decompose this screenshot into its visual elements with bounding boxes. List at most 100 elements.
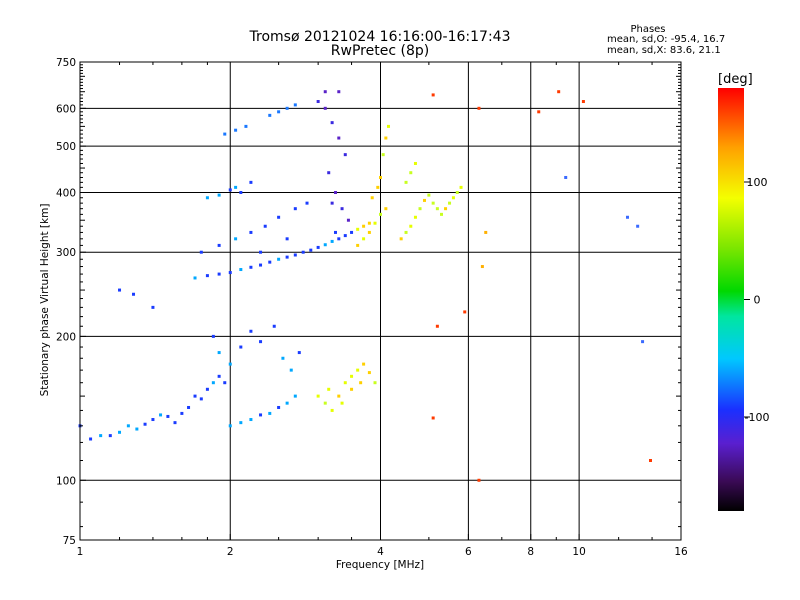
data-point-41 bbox=[228, 271, 232, 275]
data-point-51 bbox=[316, 245, 320, 249]
data-point-119 bbox=[448, 201, 452, 205]
data-point-103 bbox=[376, 185, 380, 189]
data-point-97 bbox=[362, 237, 366, 241]
data-point-98 bbox=[367, 230, 371, 234]
colorbar-ticks: 100 0 -100 bbox=[744, 176, 769, 424]
data-point-113 bbox=[422, 198, 426, 202]
x-tick-label-3: 6 bbox=[465, 546, 472, 558]
data-point-94 bbox=[330, 201, 334, 205]
y-tick-label-5: 500 bbox=[56, 141, 76, 153]
data-point-27 bbox=[293, 394, 297, 398]
data-point-124 bbox=[409, 171, 413, 175]
axis-layer: 1 2 4 6 8 10 16 75 100 200 300 400 500 600 750 bbox=[56, 57, 688, 558]
data-point-37 bbox=[297, 351, 301, 355]
data-point-141 bbox=[477, 106, 481, 110]
data-point-80 bbox=[277, 110, 281, 114]
data-point-135 bbox=[373, 381, 377, 385]
data-point-118 bbox=[444, 207, 448, 211]
data-point-14 bbox=[193, 394, 197, 398]
data-point-68 bbox=[259, 250, 263, 254]
x-tick-label-6: 16 bbox=[674, 546, 688, 558]
data-point-127 bbox=[323, 401, 327, 405]
y-tick-label-4: 400 bbox=[56, 187, 76, 199]
chart-title: Tromsø 20121024 16:16:00-16:17:43 bbox=[249, 29, 511, 45]
data-point-158 bbox=[118, 288, 122, 292]
data-point-75 bbox=[249, 180, 253, 184]
data-point-105 bbox=[381, 153, 385, 157]
data-point-52 bbox=[323, 243, 327, 247]
data-point-96 bbox=[356, 243, 360, 247]
data-point-34 bbox=[272, 324, 276, 328]
data-point-128 bbox=[330, 408, 334, 412]
data-point-64 bbox=[263, 224, 267, 228]
data-point-19 bbox=[223, 381, 227, 385]
data-point-26 bbox=[285, 401, 289, 405]
data-point-7 bbox=[143, 422, 147, 426]
data-point-13 bbox=[187, 405, 191, 409]
data-point-55 bbox=[343, 234, 347, 238]
data-point-109 bbox=[404, 230, 408, 234]
data-point-92 bbox=[323, 90, 327, 94]
data-point-104 bbox=[379, 175, 382, 179]
data-point-59 bbox=[367, 221, 371, 225]
data-point-10 bbox=[166, 414, 170, 418]
data-point-122 bbox=[459, 185, 463, 189]
data-point-22 bbox=[249, 418, 253, 422]
data-point-106 bbox=[384, 136, 388, 140]
data-point-71 bbox=[217, 193, 221, 197]
data-point-137 bbox=[340, 401, 344, 405]
data-point-8 bbox=[151, 418, 155, 422]
y-tick-label-6: 600 bbox=[56, 103, 76, 115]
data-point-45 bbox=[268, 260, 272, 264]
data-point-99 bbox=[373, 221, 377, 225]
data-point-115 bbox=[431, 201, 435, 205]
data-point-123 bbox=[404, 180, 408, 184]
grid-layer bbox=[80, 62, 681, 540]
data-point-24 bbox=[268, 411, 272, 415]
data-point-146 bbox=[625, 215, 629, 219]
data-point-86 bbox=[337, 136, 341, 140]
y-tick-label-0: 75 bbox=[63, 535, 76, 547]
data-point-74 bbox=[239, 190, 243, 194]
data-point-117 bbox=[440, 212, 444, 216]
data-point-28 bbox=[211, 334, 215, 338]
data-point-79 bbox=[268, 113, 272, 117]
data-point-126 bbox=[316, 394, 320, 398]
data-point-134 bbox=[367, 371, 371, 375]
data-point-140 bbox=[431, 93, 435, 97]
data-point-83 bbox=[316, 100, 320, 104]
data-point-145 bbox=[581, 100, 585, 104]
data-point-15 bbox=[199, 397, 203, 401]
data-point-100 bbox=[379, 212, 382, 216]
data-point-38 bbox=[193, 276, 197, 280]
stats-header: Phases bbox=[630, 24, 665, 35]
data-point-156 bbox=[151, 305, 155, 309]
data-point-116 bbox=[435, 207, 439, 211]
data-point-148 bbox=[641, 340, 645, 344]
data-point-152 bbox=[435, 324, 439, 328]
data-point-49 bbox=[301, 250, 305, 254]
data-point-91 bbox=[346, 218, 350, 222]
colorbar-tick-label-2: -100 bbox=[745, 411, 770, 424]
y-tick-label-3: 300 bbox=[56, 247, 76, 259]
y-tick-label-1: 100 bbox=[56, 475, 76, 487]
data-point-9 bbox=[159, 413, 163, 417]
data-point-73 bbox=[234, 185, 238, 189]
colorbar-unit: [deg] bbox=[718, 72, 753, 87]
data-point-87 bbox=[343, 153, 347, 157]
plot-frame bbox=[79, 61, 682, 541]
data-point-35 bbox=[281, 356, 285, 360]
data-point-147 bbox=[636, 224, 640, 228]
data-point-129 bbox=[337, 394, 341, 398]
data-point-144 bbox=[564, 175, 568, 179]
data-point-108 bbox=[399, 237, 403, 241]
data-point-48 bbox=[293, 253, 297, 257]
data-point-30 bbox=[228, 362, 232, 366]
data-point-95 bbox=[333, 230, 337, 234]
data-point-12 bbox=[180, 411, 184, 415]
data-point-132 bbox=[356, 368, 360, 372]
data-point-157 bbox=[132, 292, 136, 296]
y-axis-label: Stationary phase Virtual Height [km] bbox=[39, 204, 51, 397]
data-point-121 bbox=[455, 190, 459, 194]
x-tick-label-5: 10 bbox=[572, 546, 585, 558]
